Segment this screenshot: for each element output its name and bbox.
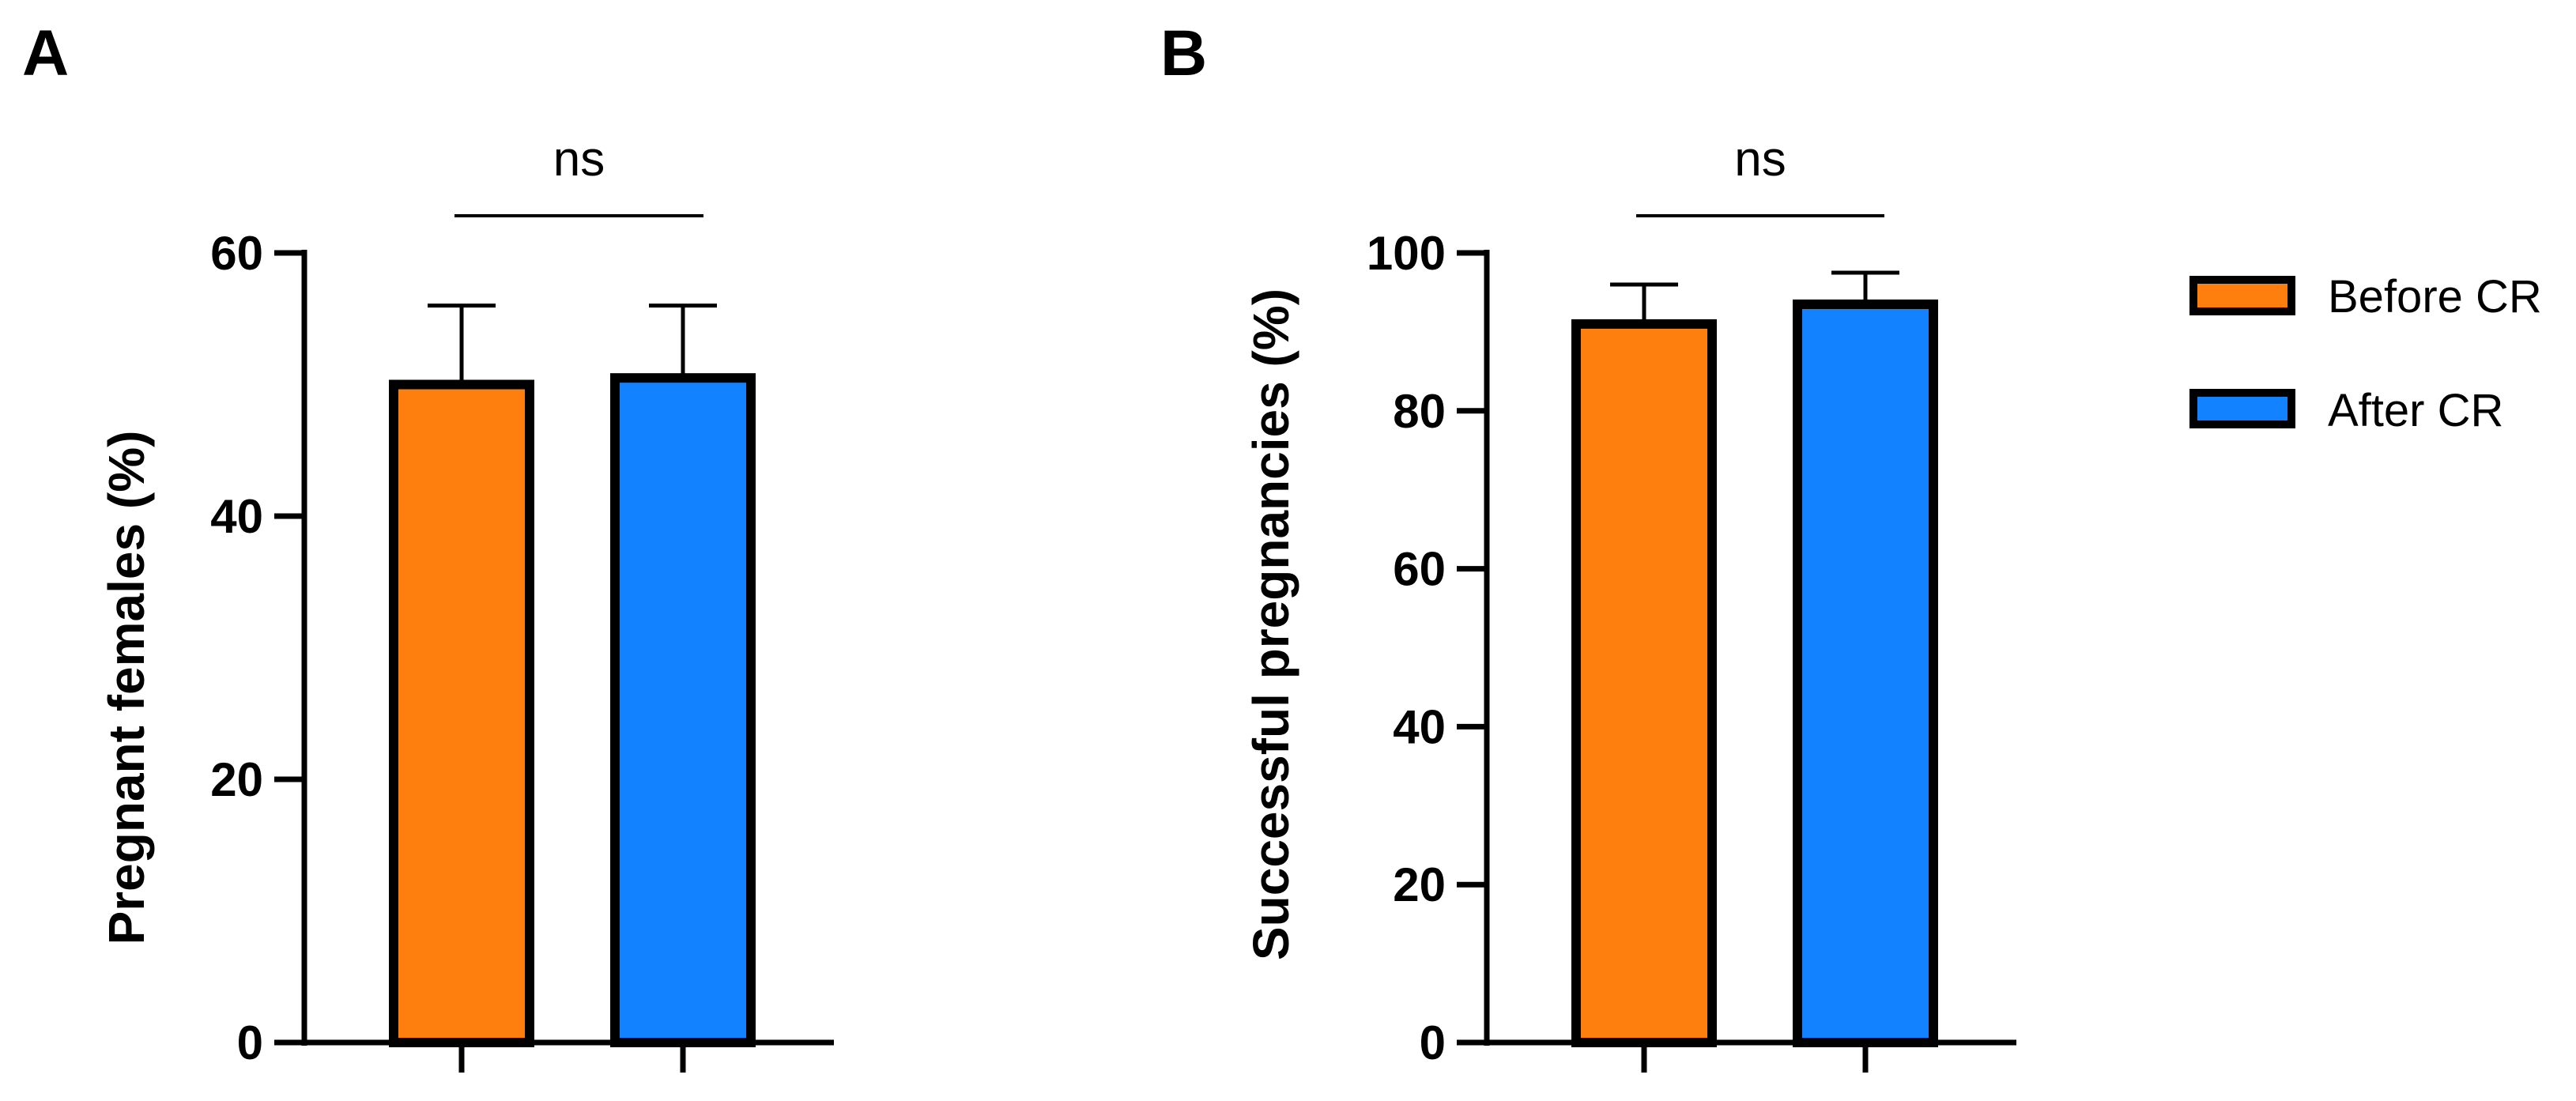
panel-a-y-tick-label: 0 [237, 1016, 263, 1069]
panel-b: B Successful pregnancies (%) 0 20 40 60 80 10… [1160, 17, 2016, 1073]
panel-b-letter: B [1160, 17, 1207, 89]
legend: Before CR After CR [2189, 271, 2542, 436]
panel-b-bar-after-cr [1793, 299, 1938, 1047]
panel-b-plot: 0 20 40 60 80 100 ns [1367, 132, 2016, 1073]
legend-swatch-before-cr [2189, 276, 2295, 315]
panel-b-y-tick-label: 20 [1393, 858, 1446, 911]
panel-a: A Pregnant females (%) 0 20 40 60 ns [22, 17, 834, 1073]
panel-b-y-tick-label: 60 [1393, 543, 1446, 596]
panel-a-y-axis-title: Pregnant females (%) [98, 431, 155, 945]
panel-b-significance-label: ns [1734, 132, 1786, 187]
panel-a-y-tick-label: 20 [210, 753, 263, 806]
panel-b-y-tick-label: 40 [1393, 700, 1446, 753]
panel-b-y-tick-label: 80 [1393, 385, 1446, 438]
panel-a-y-tick-label: 60 [210, 227, 263, 280]
panel-a-y-tick-label: 40 [210, 490, 263, 543]
panel-a-bar-after-cr [610, 373, 756, 1047]
legend-label-after-cr: After CR [2328, 385, 2503, 436]
panel-a-significance-label: ns [553, 132, 605, 187]
panel-a-letter: A [22, 17, 69, 89]
legend-label-before-cr: Before CR [2328, 271, 2542, 322]
panel-b-bar-before-cr [1571, 319, 1717, 1048]
panel-a-bar-before-cr [389, 379, 534, 1047]
legend-swatch-after-cr [2189, 389, 2295, 428]
panel-b-y-tick-label: 0 [1420, 1016, 1446, 1069]
panel-b-y-axis-title: Successful pregnancies (%) [1243, 288, 1299, 960]
panel-a-plot: 0 20 40 60 ns [210, 132, 834, 1073]
panel-b-y-tick-label: 100 [1367, 227, 1446, 280]
